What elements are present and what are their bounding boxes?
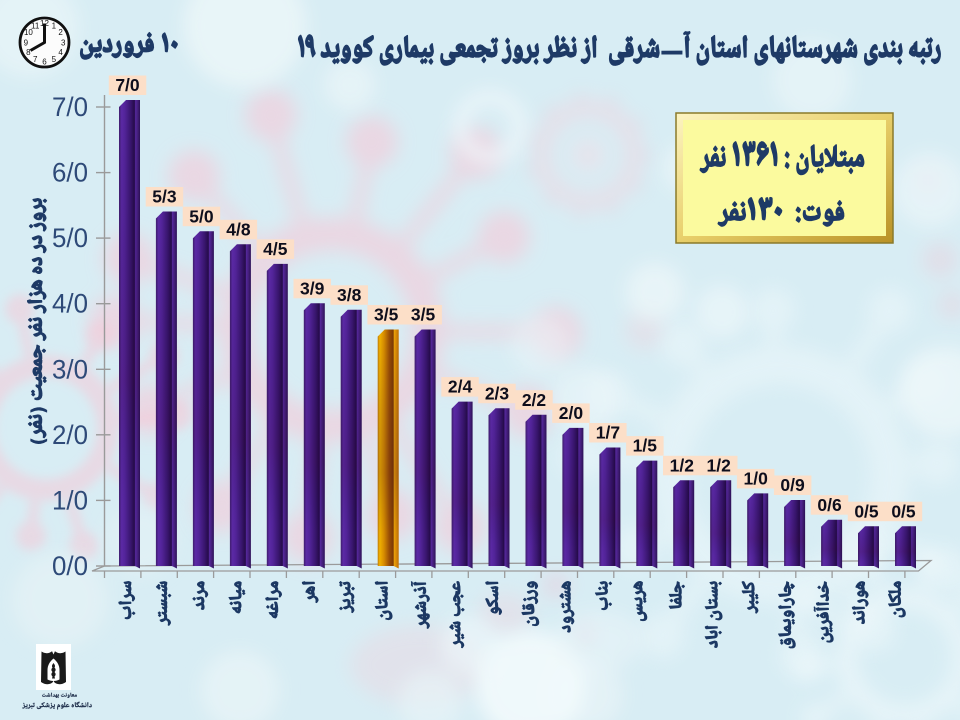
svg-text:5/3: 5/3 — [152, 187, 177, 207]
svg-text:3: 3 — [61, 39, 66, 48]
svg-text:7: 7 — [33, 55, 38, 64]
svg-text:3/5: 3/5 — [374, 305, 399, 325]
svg-text:2/3: 2/3 — [485, 383, 510, 403]
svg-text:2: 2 — [58, 28, 63, 37]
svg-text:2/4: 2/4 — [448, 377, 473, 397]
svg-text:1/2: 1/2 — [707, 455, 732, 475]
svg-text:3/9: 3/9 — [300, 278, 325, 298]
svg-text:5: 5 — [52, 55, 57, 64]
svg-text:0/0: 0/0 — [52, 551, 88, 581]
svg-text:3/8: 3/8 — [337, 285, 362, 305]
svg-text:10: 10 — [24, 28, 33, 37]
svg-text:4: 4 — [58, 48, 63, 57]
svg-text:1/0: 1/0 — [52, 485, 88, 515]
svg-text:7/0: 7/0 — [52, 92, 88, 122]
svg-text:11: 11 — [31, 21, 40, 30]
svg-text:0/5: 0/5 — [854, 501, 879, 521]
svg-text:2/2: 2/2 — [522, 390, 547, 410]
svg-text:8: 8 — [26, 48, 31, 57]
svg-text:4/5: 4/5 — [263, 239, 288, 259]
svg-text:7/0: 7/0 — [115, 75, 140, 95]
svg-text:6/0: 6/0 — [52, 158, 88, 188]
svg-text:9: 9 — [24, 39, 29, 48]
svg-text:1/7: 1/7 — [596, 423, 620, 443]
svg-text:6: 6 — [42, 57, 47, 66]
svg-text:0/6: 0/6 — [817, 495, 842, 515]
svg-text:1/0: 1/0 — [744, 469, 769, 489]
svg-text:2/0: 2/0 — [52, 420, 88, 450]
svg-text:2/0: 2/0 — [559, 403, 584, 423]
svg-text:5/0: 5/0 — [52, 223, 88, 253]
svg-text:5/0: 5/0 — [189, 206, 214, 226]
svg-text:1/5: 1/5 — [633, 436, 658, 456]
svg-text:4/0: 4/0 — [52, 289, 88, 319]
svg-text:3/0: 3/0 — [52, 354, 88, 384]
svg-text:1/2: 1/2 — [670, 455, 695, 475]
svg-text:0/5: 0/5 — [891, 501, 916, 521]
svg-text:0/9: 0/9 — [780, 475, 805, 495]
svg-text:4/8: 4/8 — [226, 219, 251, 239]
svg-text:1: 1 — [52, 21, 57, 30]
svg-text:3/5: 3/5 — [411, 305, 436, 325]
